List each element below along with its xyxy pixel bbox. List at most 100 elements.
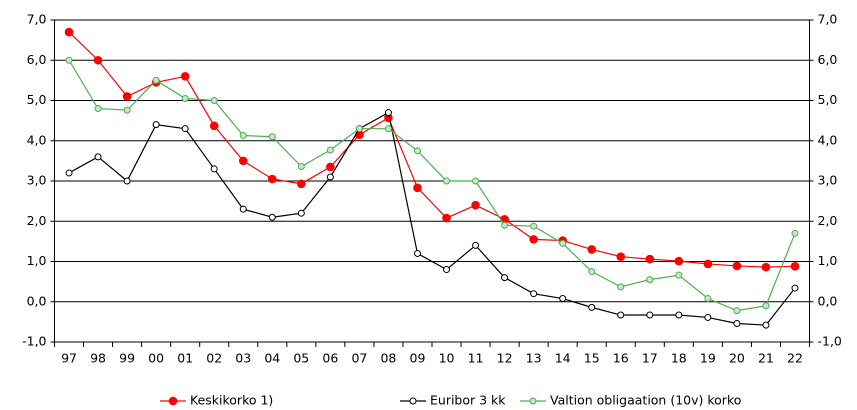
series-marker xyxy=(384,109,392,117)
series-marker xyxy=(65,56,73,64)
series-marker xyxy=(326,173,334,181)
series-marker xyxy=(413,249,421,257)
series-marker xyxy=(93,55,103,65)
series-marker xyxy=(297,163,305,171)
series-marker xyxy=(675,311,683,319)
series-marker xyxy=(559,239,567,247)
series-marker xyxy=(181,125,189,133)
y2-tick-label: 4,0 xyxy=(818,132,838,147)
series-marker xyxy=(704,313,712,321)
series-marker xyxy=(239,205,247,213)
y2-tick-label: 2,0 xyxy=(818,213,838,228)
series-marker xyxy=(442,213,451,223)
x-tick-label: 17 xyxy=(642,351,658,366)
x-tick-label: 20 xyxy=(729,351,745,366)
x-tick-label: 09 xyxy=(410,351,426,366)
series-marker xyxy=(588,303,596,311)
series-marker xyxy=(210,97,218,104)
series-marker xyxy=(530,222,538,230)
series-marker xyxy=(122,92,132,101)
x-tick-label: 03 xyxy=(235,351,251,366)
x-tick-label: 01 xyxy=(177,351,193,366)
series-marker xyxy=(559,295,567,303)
series-marker xyxy=(501,274,509,282)
series-marker xyxy=(413,183,422,193)
x-tick-label: 14 xyxy=(555,351,571,366)
series-marker xyxy=(210,165,218,173)
y-tick-label: 7,0 xyxy=(27,12,47,27)
legend-label: Keskikorko 1) xyxy=(190,393,273,408)
series-marker xyxy=(530,290,538,298)
y2-tick-label: 6,0 xyxy=(818,52,838,67)
y-tick-label: 6,0 xyxy=(27,52,47,67)
series-marker xyxy=(646,311,654,319)
series-marker xyxy=(443,266,451,274)
series-marker xyxy=(238,156,248,166)
x-tick-label: 05 xyxy=(293,351,309,366)
x-tick-label: 22 xyxy=(787,351,803,366)
y2-tick-label: 7,0 xyxy=(818,12,838,27)
series-marker xyxy=(326,162,335,172)
series-marker xyxy=(529,235,538,244)
series-marker xyxy=(152,76,160,84)
y-tick-label: 0,0 xyxy=(27,293,47,308)
series-marker xyxy=(790,262,800,271)
series-marker xyxy=(675,271,683,279)
y-tick-label: -1,0 xyxy=(22,334,46,349)
series-marker xyxy=(64,27,74,37)
series-marker xyxy=(616,252,626,261)
series-marker xyxy=(181,94,189,102)
series-marker xyxy=(472,241,480,249)
series-marker xyxy=(355,125,363,133)
series-marker xyxy=(617,283,625,291)
y2-tick-label: 0,0 xyxy=(818,293,838,308)
x-tick-label: 07 xyxy=(351,351,367,366)
series-marker xyxy=(617,311,625,319)
legend-label: Euribor 3 kk xyxy=(430,393,506,408)
series-marker xyxy=(94,105,102,113)
series-line xyxy=(68,59,796,312)
series-marker xyxy=(123,106,131,114)
x-tick-label: 98 xyxy=(90,351,106,366)
series-line xyxy=(68,31,795,268)
series-marker xyxy=(239,132,247,140)
series-marker xyxy=(646,276,654,284)
x-tick-label: 11 xyxy=(468,351,484,366)
series-marker xyxy=(326,146,334,154)
series-marker xyxy=(443,177,451,185)
series-marker xyxy=(123,177,131,185)
x-tick-label: 13 xyxy=(526,351,542,366)
series-marker xyxy=(732,261,742,271)
x-tick-label: 06 xyxy=(322,351,338,366)
y2-tick-label: 1,0 xyxy=(818,253,838,268)
series-marker xyxy=(471,200,480,210)
legend-marker xyxy=(168,396,178,406)
series-marker xyxy=(733,319,741,327)
series-marker xyxy=(733,307,741,315)
series-marker xyxy=(587,245,597,254)
series-marker xyxy=(413,147,421,155)
x-tick-label: 21 xyxy=(758,351,774,366)
y2-tick-label: 3,0 xyxy=(818,173,838,188)
series-marker xyxy=(384,125,392,133)
x-tick-label: 00 xyxy=(148,351,164,366)
legend-marker xyxy=(529,397,537,405)
series-marker xyxy=(297,179,306,189)
x-tick-label: 15 xyxy=(584,351,600,366)
series-marker xyxy=(180,72,190,81)
series-marker xyxy=(704,295,712,303)
y-tick-label: 5,0 xyxy=(27,92,47,107)
legend-label: Valtion obligaation (10v) korko xyxy=(550,393,741,408)
series-marker xyxy=(761,262,771,272)
legend-marker xyxy=(409,397,417,405)
series-marker xyxy=(94,153,102,161)
x-tick-label: 02 xyxy=(206,351,222,366)
series-marker xyxy=(501,221,509,229)
x-tick-label: 08 xyxy=(380,351,396,366)
series-line xyxy=(68,111,796,326)
x-tick-label: 12 xyxy=(497,351,513,366)
y-tick-label: 1,0 xyxy=(27,253,47,268)
series-marker xyxy=(645,254,655,264)
series-marker xyxy=(762,302,770,310)
x-tick-label: 97 xyxy=(61,351,77,366)
